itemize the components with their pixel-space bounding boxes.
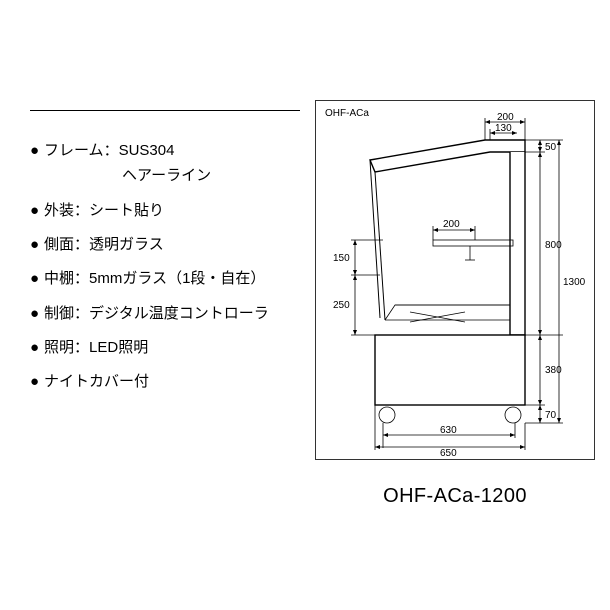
spec-separator: ： xyxy=(74,305,89,322)
diagram-label: OHF-ACa xyxy=(325,108,369,119)
spec-item: ●側面：透明ガラス xyxy=(30,233,300,256)
spec-separator: ： xyxy=(74,202,89,219)
spec-item: ●照明：LED照明 xyxy=(30,336,300,359)
svg-text:70: 70 xyxy=(545,410,557,421)
dim-bottom-630: 630 xyxy=(383,423,515,448)
svg-text:630: 630 xyxy=(440,425,457,436)
dim-right-380: 380 xyxy=(525,335,562,405)
spec-item: ●制御：デジタル温度コントローラ xyxy=(30,302,300,325)
dim-right-1300: 1300 xyxy=(525,140,586,423)
dim-right-800: 800 xyxy=(525,152,563,335)
bullet-icon: ● xyxy=(30,233,44,256)
spec-value: LED照明 xyxy=(89,339,148,356)
dim-left-250: 250 xyxy=(333,275,375,335)
spec-label: フレーム xyxy=(44,142,104,159)
bullet-icon: ● xyxy=(30,370,44,393)
case-outline xyxy=(370,140,525,423)
spec-value: シート貼り xyxy=(89,202,164,219)
spec-label: ナイトカバー付 xyxy=(44,373,149,390)
svg-text:150: 150 xyxy=(333,253,350,264)
bullet-icon: ● xyxy=(30,199,44,222)
dim-right-50: 50 xyxy=(525,140,557,153)
spec-value: 透明ガラス xyxy=(89,236,164,253)
svg-text:50: 50 xyxy=(545,142,557,153)
model-number: OHF-ACa-1200 xyxy=(315,485,595,508)
spec-separator: ： xyxy=(74,236,89,253)
spec-label: 外装 xyxy=(44,202,74,219)
dim-shelf: 200 xyxy=(433,219,475,240)
spec-item: ●中棚：5mmガラス（1段・自在） xyxy=(30,267,300,290)
svg-text:130: 130 xyxy=(495,123,512,134)
spec-value: SUS304 xyxy=(119,142,175,159)
svg-text:650: 650 xyxy=(440,448,457,459)
spec-separator: ： xyxy=(104,142,119,159)
dim-right-70: 70 xyxy=(538,405,557,423)
spec-value: デジタル温度コントローラ xyxy=(89,305,269,322)
svg-text:200: 200 xyxy=(443,219,460,230)
spec-label: 制御 xyxy=(44,305,74,322)
spec-item: ●ナイトカバー付 xyxy=(30,370,300,393)
spec-separator: ： xyxy=(74,270,89,287)
bullet-icon: ● xyxy=(30,139,44,162)
spec-list: ●フレーム：SUS304 ヘアーライン ●外装：シート貼り ●側面：透明ガラス … xyxy=(30,110,300,404)
spec-item: ●フレーム：SUS304 xyxy=(30,139,300,162)
spec-subvalue: ヘアーライン xyxy=(30,165,300,188)
spec-label: 照明 xyxy=(44,339,74,356)
spec-label: 中棚 xyxy=(44,270,74,287)
divider xyxy=(30,110,300,111)
bullet-icon: ● xyxy=(30,302,44,325)
spec-label: 側面 xyxy=(44,236,74,253)
bullet-icon: ● xyxy=(30,336,44,359)
svg-text:1300: 1300 xyxy=(563,277,586,288)
svg-text:800: 800 xyxy=(545,240,562,251)
spec-value: 5mmガラス（1段・自在） xyxy=(89,270,265,287)
dim-top-inner: 130 xyxy=(490,123,517,140)
technical-drawing: OHF-ACa xyxy=(315,100,595,460)
svg-text:380: 380 xyxy=(545,365,562,376)
svg-text:200: 200 xyxy=(497,112,514,123)
spec-separator: ： xyxy=(74,339,89,356)
bullet-icon: ● xyxy=(30,267,44,290)
svg-text:250: 250 xyxy=(333,300,350,311)
spec-item: ●外装：シート貼り xyxy=(30,199,300,222)
